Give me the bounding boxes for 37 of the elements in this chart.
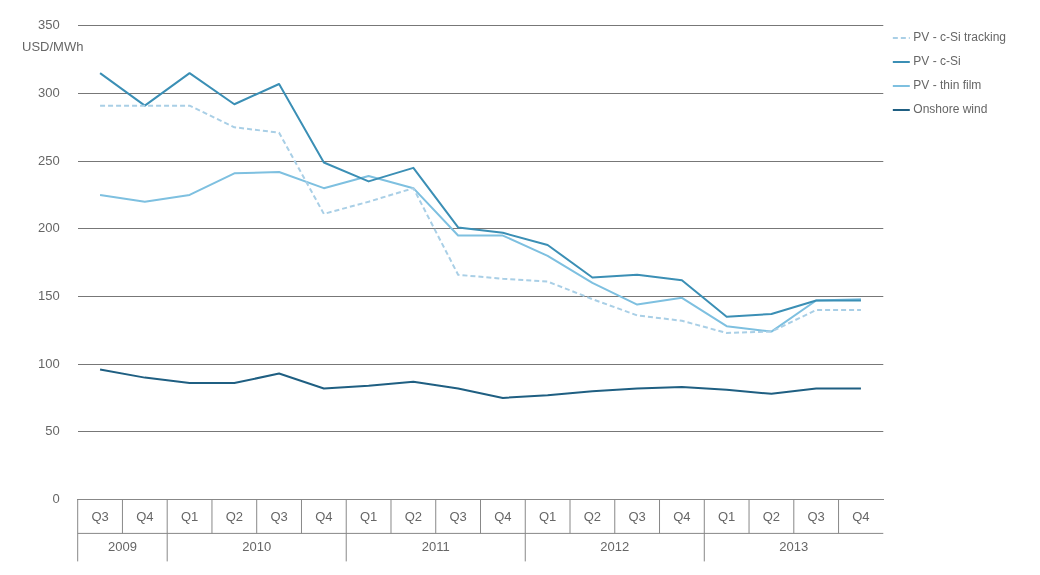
x-tick-label: Q2 [762, 508, 781, 524]
x-tick-label: Q3 [628, 508, 646, 524]
y-tick-label: 250 [37, 152, 60, 168]
x-tick-label: Q3 [449, 508, 467, 524]
legend-label: PV - c-Si [913, 54, 961, 69]
legend-label: Onshore wind [913, 102, 988, 117]
y-tick-label: 100 [37, 355, 60, 371]
x-tick-label: Q4 [673, 508, 691, 524]
y-tick-label: 200 [37, 220, 60, 236]
x-tick-label: Q1 [538, 508, 557, 524]
legend-label: PV - c-Si tracking [913, 30, 1007, 45]
text: 2010 [242, 538, 272, 554]
x-tick-label: Q1 [717, 508, 736, 524]
text: 2009 [107, 538, 137, 554]
y-tick-label: 300 [37, 85, 60, 101]
x-tick-label: Q3 [807, 508, 825, 524]
y-tick-label: 150 [37, 288, 60, 304]
legend-label: PV - thin film [913, 78, 982, 93]
y-tick-label: 350 [37, 17, 60, 33]
x-tick-label: Q1 [359, 508, 378, 524]
x-tick-label: Q2 [225, 508, 244, 524]
x-tick-label: Q3 [91, 508, 109, 524]
x-tick-label: Q4 [852, 508, 870, 524]
y-tick-label: 50 [45, 423, 60, 439]
y-axis-title: USD/MWh [22, 39, 84, 55]
x-tick-label: Q2 [583, 508, 602, 524]
x-tick-label: Q4 [136, 508, 154, 524]
line-series [99, 104, 862, 334]
y-tick-label: 0 [52, 490, 60, 506]
x-tick-label: Q4 [494, 508, 512, 524]
x-tick-label: Q3 [270, 508, 288, 524]
text: 2011 [421, 538, 450, 554]
x-tick-label: Q4 [315, 508, 333, 524]
x-tick-label: Q1 [180, 508, 199, 524]
text: 2013 [779, 538, 809, 554]
x-tick-label: Q2 [404, 508, 423, 524]
text: 2012 [600, 538, 630, 554]
